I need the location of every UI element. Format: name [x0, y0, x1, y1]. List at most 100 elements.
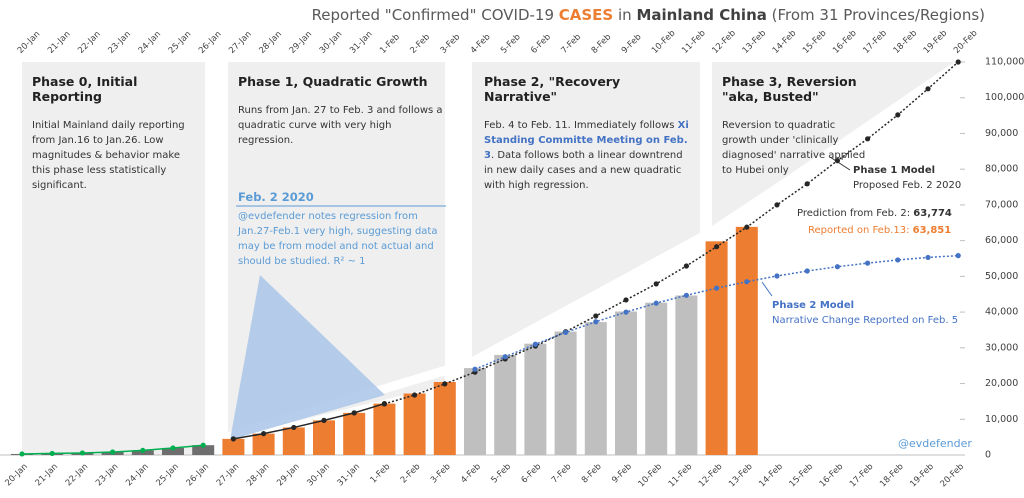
- note-text: Xi Standing Committe Meeting on Feb. 3: [484, 120, 689, 161]
- bar: [554, 331, 577, 455]
- y-tick-label: 80,000: [985, 164, 1018, 175]
- point: [19, 451, 25, 457]
- x-tick-label: 20-Jan: [3, 462, 29, 488]
- title-part: Reported "Confirmed" COVID-19: [312, 6, 559, 24]
- x-tick-label: 1-Feb: [369, 462, 393, 486]
- x-tick-label-top: 28-Jan: [257, 29, 283, 55]
- x-tick-label: 27-Jan: [215, 462, 241, 488]
- x-tick-label-top: 27-Jan: [227, 29, 253, 55]
- x-tick-label: 6-Feb: [520, 462, 544, 486]
- bar: [162, 447, 184, 455]
- x-tick-label-top: 31-Jan: [348, 29, 374, 55]
- phase2-panel: [472, 62, 700, 366]
- x-tick-label-top: 7-Feb: [559, 32, 583, 56]
- heading: Phase 2 Model: [772, 300, 855, 311]
- x-tick-label: 14-Feb: [757, 462, 785, 490]
- point: [895, 257, 901, 263]
- x-tick-label: 17-Feb: [848, 462, 876, 490]
- x-tick-label: 21-Jan: [34, 462, 60, 488]
- phase2-note: Phase 2, "Recovery Narrative" Feb. 4 to F…: [484, 74, 689, 193]
- note-text: Initial Mainland daily reporting from Ja…: [32, 120, 185, 191]
- point: [140, 447, 146, 454]
- heading: Phase 2, "Recovery Narrative": [484, 74, 621, 104]
- x-tick-label: 15-Feb: [788, 462, 816, 490]
- note-text: . Data follows both a linear downtrend i…: [484, 150, 683, 191]
- x-tick-label-top: 14-Feb: [771, 28, 799, 56]
- point: [593, 313, 599, 319]
- bar: [735, 226, 758, 455]
- x-tick-label-top: 16-Feb: [831, 28, 859, 56]
- x-tick-label-top: 11-Feb: [680, 28, 708, 56]
- x-tick-label: 8-Feb: [580, 462, 604, 486]
- point: [110, 449, 116, 455]
- y-tick-label: 40,000: [985, 307, 1018, 318]
- x-tick-label: 10-Feb: [637, 462, 665, 490]
- point: [49, 450, 55, 457]
- x-tick-label: 19-Feb: [908, 462, 936, 490]
- x-tick-label: 5-Feb: [489, 462, 513, 486]
- bar: [373, 403, 396, 455]
- x-tick-label-top: 23-Jan: [106, 29, 132, 55]
- bar: [192, 445, 215, 455]
- y-tick-label: 100,000: [985, 92, 1024, 103]
- number: 63,851: [912, 225, 952, 236]
- x-tick-label: 29-Jan: [275, 462, 301, 488]
- point: [170, 445, 176, 451]
- x-tick-label: 25-Jan: [154, 462, 180, 488]
- x-tick-label-top: 18-Feb: [892, 28, 920, 56]
- phase0-note: Phase 0, Initial Reporting Initial Mainla…: [32, 74, 200, 193]
- line: [233, 402, 385, 440]
- x-tick-label-top: 3-Feb: [439, 32, 463, 56]
- point: [834, 264, 841, 270]
- x-tick-label: 13-Feb: [727, 462, 755, 490]
- bar: [615, 311, 637, 455]
- x-tick-label: 4-Feb: [459, 462, 483, 486]
- heading: Phase 1, Quadratic Growth: [238, 74, 428, 89]
- x-tick-label-top: 15-Feb: [801, 28, 829, 56]
- x-tick-label-top: 8-Feb: [590, 32, 614, 56]
- point: [351, 410, 357, 416]
- x-tick-label: 20-Feb: [939, 462, 967, 490]
- bar: [645, 302, 668, 455]
- annotation-wedge: [230, 275, 385, 440]
- bar: [524, 343, 547, 455]
- x-tick-label-top: 4-Feb: [469, 32, 493, 56]
- x-tick-label-top: 13-Feb: [741, 28, 769, 56]
- x-tick-label-top: 1-Feb: [378, 32, 402, 56]
- x-tick-label: 9-Feb: [610, 462, 634, 486]
- panels: [0, 58, 965, 456]
- point: [955, 59, 961, 65]
- x-tick-label-top: 20-Feb: [952, 28, 980, 56]
- point: [381, 401, 387, 407]
- bar: [675, 295, 698, 455]
- point: [925, 254, 931, 261]
- x-tick-label-top: 21-Jan: [46, 29, 72, 55]
- x-tick-label: 30-Jan: [305, 462, 331, 488]
- heading: Phase 1 Model: [853, 165, 936, 176]
- body: @evdefender notes regression from Jan.27…: [238, 211, 438, 267]
- x-tick-label-top: 24-Jan: [137, 29, 163, 55]
- point: [321, 417, 327, 423]
- heading: Phase 3, Reversion "aka, Busted": [722, 74, 857, 104]
- body: Narrative Change Reported on Feb. 5: [772, 315, 959, 326]
- credit: @evdefender: [898, 437, 972, 450]
- feb2-note: Feb. 2 2020 @evdefender notes regression …: [238, 190, 450, 269]
- body: Proposed Feb. 2 2020: [853, 180, 962, 191]
- bar: [313, 420, 335, 455]
- point: [895, 112, 901, 118]
- bar: [222, 438, 245, 455]
- point: [804, 268, 810, 274]
- x-tick-label-top: 26-Jan: [197, 29, 223, 55]
- bar: [252, 433, 275, 455]
- x-tick-label: 11-Feb: [667, 462, 695, 490]
- phase0-panel: [22, 62, 205, 455]
- point: [200, 442, 206, 448]
- x-tick-label-top: 2-Feb: [408, 32, 432, 56]
- pointer: [829, 156, 851, 171]
- point: [804, 181, 810, 187]
- point: [683, 292, 690, 298]
- point: [79, 450, 85, 456]
- y-tick-label: 110,000: [985, 57, 1024, 68]
- bar: [403, 393, 426, 455]
